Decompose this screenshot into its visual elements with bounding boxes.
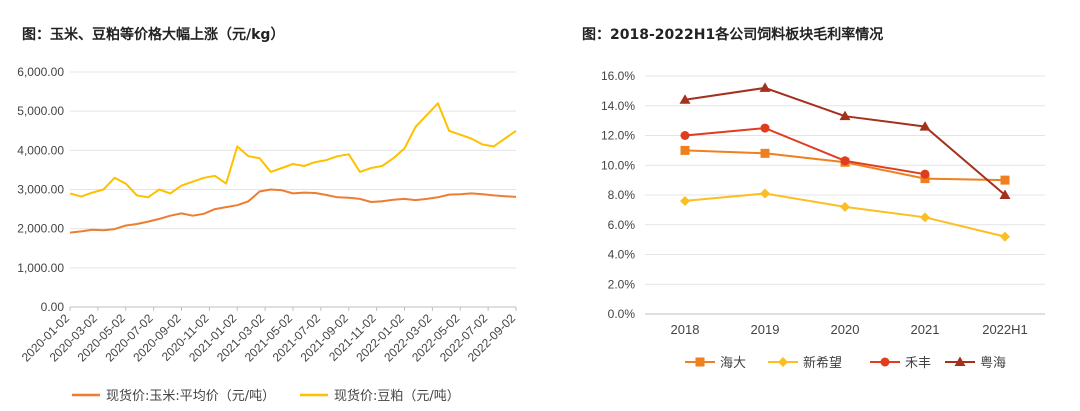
y-tick-label: 8.0%	[608, 188, 636, 202]
legend-label: 禾丰	[905, 356, 931, 371]
x-category-label: 2020	[831, 322, 860, 337]
data-point	[1000, 231, 1010, 242]
x-category-label: 2021	[911, 322, 940, 337]
legend-label: 粤海	[980, 355, 1006, 371]
data-point	[920, 212, 930, 223]
legend-marker	[695, 357, 705, 367]
y-tick-label: 2.0%	[608, 277, 636, 291]
data-point	[679, 94, 691, 104]
y-tick-label: 12.0%	[601, 129, 635, 143]
data-point	[680, 195, 690, 206]
data-point	[760, 123, 770, 133]
x-category-label: 2022H1	[982, 322, 1028, 337]
data-point	[760, 148, 770, 158]
gross-margin-panel: 图：2018-2022H1各公司饲料板块毛利率情况 0.0% 2.0% 4.0% 6.…	[560, 0, 1080, 411]
y-tick-label: 2,000.00	[17, 222, 64, 236]
gross-margin-chart: 0.0% 2.0% 4.0% 6.0% 8.0% 10.0% 12.0% 14.0% 16.0%…	[601, 69, 1045, 371]
corn-soymeal-price-chart: 0.00 1,000.00 2,000.00 3,000.00 4,000.00 5,00…	[17, 65, 518, 404]
data-point	[839, 110, 851, 121]
y-tick-label: 1,000.00	[17, 261, 64, 275]
legend-label: 现货价:玉米:平均价（元/吨）	[106, 388, 275, 404]
y-tick-label: 10.0%	[601, 158, 635, 172]
y-tick-label: 0.00	[41, 300, 65, 314]
y-tick-label: 3,000.00	[17, 183, 64, 197]
legend-marker	[778, 357, 788, 367]
corn-price-line	[69, 188, 517, 234]
series-line-2	[684, 192, 1006, 238]
x-category-label: 2019	[751, 322, 780, 337]
legend-label: 海大	[720, 356, 746, 371]
series-line-3	[684, 127, 926, 176]
y-tick-label: 6,000.00	[17, 65, 64, 79]
legend-label: 新希望	[803, 355, 842, 371]
y-tick-label: 4.0%	[608, 248, 636, 262]
data-point	[760, 188, 770, 199]
data-point	[759, 82, 771, 92]
y-tick-label: 14.0%	[601, 99, 635, 113]
right-chart-title: 图：2018-2022H1各公司饲料板块毛利率情况	[582, 27, 884, 43]
data-point	[999, 189, 1011, 199]
x-category-label: 2018	[671, 322, 700, 337]
legend-marker	[954, 356, 966, 366]
legend-label: 现货价:豆粕（元/吨）	[334, 388, 460, 404]
left-chart-title: 图：玉米、豆粕等价格大幅上涨（元/kg）	[22, 27, 285, 43]
y-tick-label: 6.0%	[608, 218, 636, 232]
data-point	[920, 169, 930, 179]
y-tick-label: 5,000.00	[17, 104, 64, 118]
data-point	[840, 156, 850, 166]
data-point	[1000, 175, 1010, 185]
data-point	[919, 121, 931, 131]
data-point	[840, 201, 850, 212]
soymeal-price-line	[69, 102, 517, 199]
y-tick-label: 4,000.00	[17, 143, 64, 157]
legend-marker	[880, 357, 890, 367]
y-tick-label: 16.0%	[601, 69, 635, 83]
corn-soymeal-price-panel: 图：玉米、豆粕等价格大幅上涨（元/kg） 0.00 1,000.00 2,000.0…	[17, 27, 518, 404]
data-point	[680, 131, 690, 140]
data-point	[680, 145, 690, 155]
y-tick-label: 0.0%	[608, 307, 636, 321]
